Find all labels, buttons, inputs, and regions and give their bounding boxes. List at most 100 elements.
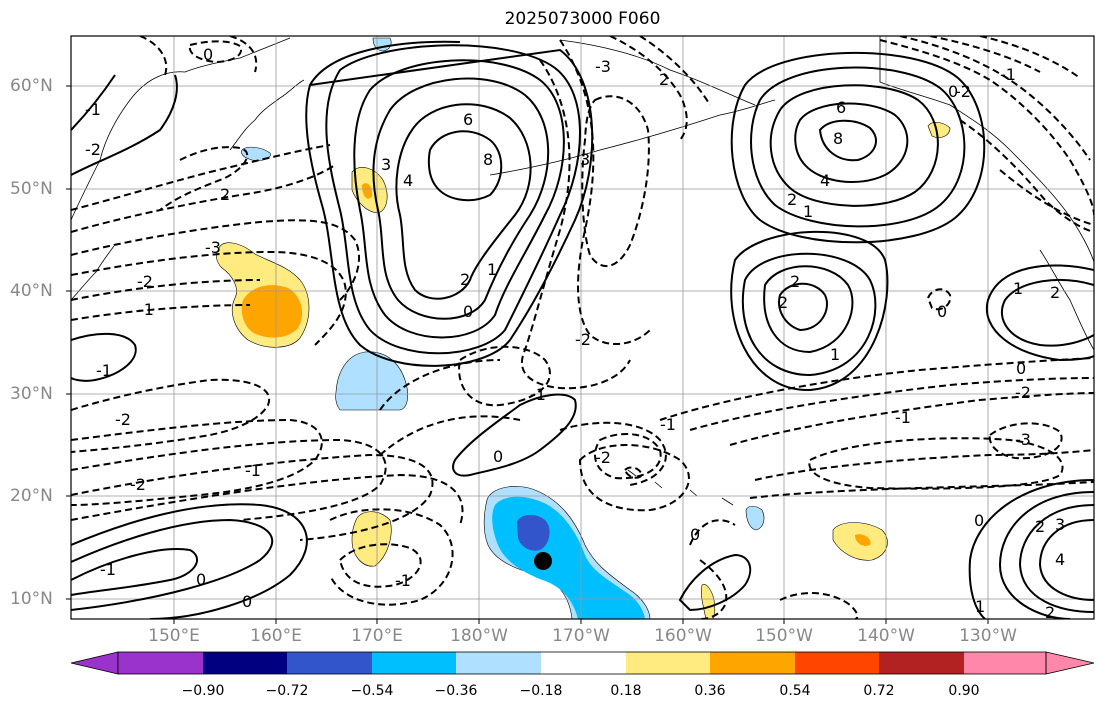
contour-low-east-5 [730, 51, 986, 244]
contour-neg-mid-1 [71, 378, 271, 453]
contour-label: 1 [487, 260, 497, 279]
contour-low-west-6 [305, 40, 594, 367]
map-title: 2025073000 F060 [504, 9, 661, 29]
contour-neg-180-b [379, 359, 521, 456]
contour-label: 0 [463, 302, 473, 321]
contour-label: 2 [790, 272, 800, 291]
contour-label: 3 [1055, 515, 1065, 534]
colorbar-segment [710, 652, 795, 674]
coastline-aleutians [489, 99, 776, 176]
contour-label: 0 [937, 302, 947, 321]
lat-label-40n: 40°N [10, 281, 53, 301]
colorbar-frame [117, 651, 1047, 675]
contour-neg-nw-2 [139, 36, 258, 76]
contour-neg-center-b [329, 508, 454, 606]
shade-dark-blue [517, 514, 550, 551]
contour-low-east-4 [750, 66, 966, 228]
contour-label: -1 [245, 461, 261, 480]
axis-ticks [66, 85, 989, 624]
contour-neg-long-3 [729, 392, 1094, 446]
contour-label: -1 [85, 100, 101, 119]
lon-label-170w: 170°W [552, 626, 610, 646]
contour-neg-180-a [458, 345, 551, 407]
colorbar-segment [456, 652, 541, 674]
coastline-na-west [1039, 249, 1094, 351]
lon-label-150e: 150°E [148, 626, 200, 646]
contour-neg-long-5 [749, 481, 1094, 499]
contour-label: -1 [660, 415, 676, 434]
contour-label: 4 [820, 171, 830, 190]
contour-low-east-3 [769, 84, 939, 207]
colorbar-segment [879, 652, 964, 674]
colorbar-tick-label: 0.72 [863, 683, 895, 699]
colorbar-segment [541, 652, 626, 674]
contour-label: 2 [1045, 603, 1055, 622]
contour-neg-east-low [988, 422, 1063, 460]
contour-neg-east-low-2 [808, 437, 1064, 490]
contour-right-low-3 [998, 491, 1094, 619]
shade-light-yellow [351, 511, 392, 567]
contour-neg-nw-1 [188, 40, 243, 64]
contour-sw-1 [71, 548, 198, 596]
contour-low-west-3 [372, 77, 550, 320]
shade-light-yellow [701, 584, 716, 619]
colorbar-segment [795, 652, 879, 674]
shade-orange [362, 183, 373, 199]
negative-contours [71, 36, 1094, 619]
contour-label: -2 [137, 272, 153, 291]
contour-label: -1 [96, 361, 112, 380]
lat-label-10n: 10°N [10, 589, 53, 609]
contour-label: 0 [242, 592, 252, 611]
contour-neg-long-4 [754, 449, 1094, 481]
contour-low-west-2 [395, 103, 532, 300]
lon-label-140w: 140°W [857, 626, 915, 646]
contour-neg-long-1 [659, 357, 1094, 421]
contour-label: 1 [975, 597, 985, 616]
lon-label-160w: 160°W [654, 626, 712, 646]
contour-label: 6 [463, 110, 473, 129]
contour-neg-e3 [623, 466, 644, 479]
lon-label-170e: 170°E [351, 626, 403, 646]
shade-light-blue [745, 505, 765, 531]
contour-label: -1 [530, 385, 546, 404]
colorbar-tick-label: −0.90 [181, 683, 225, 699]
contour-neg-long-2 [689, 377, 1094, 431]
map-frame [70, 35, 1095, 620]
contour-right-low-4 [968, 479, 1094, 619]
contour-label: 8 [483, 150, 493, 169]
colorbar-tick-label: 0.90 [948, 683, 980, 699]
shading-layer [216, 37, 951, 619]
coastline-kamchatka [229, 79, 305, 151]
contour-neg-east-2 [689, 519, 736, 546]
contour-neg-trough-3 [581, 95, 650, 268]
colorbar-tick-label: 0.36 [694, 683, 726, 699]
contour-label: -3 [1015, 430, 1031, 449]
contour-neg-west-5 [71, 250, 347, 346]
contour-east-mid-b [763, 265, 854, 354]
contour-label: -2 [575, 330, 591, 349]
colorbar-extend-high [1045, 651, 1095, 675]
contour-label: 1 [1013, 279, 1023, 298]
contour-label: -2 [115, 410, 131, 429]
contour-neg-center-a [338, 543, 422, 588]
contour-right-edge-1 [1000, 279, 1094, 347]
contour-neg-east-trough [559, 421, 667, 486]
coastline-hawaii [627, 469, 734, 506]
contour-labels: 0 2 6 8 3 4 2 1 0 3 2 6 8 4 2 1 2 2 1 0 … [85, 45, 1065, 622]
colorbar-tick-label: −0.54 [350, 683, 394, 699]
contour-label: 4 [403, 171, 413, 190]
shade-light-yellow [927, 122, 951, 138]
colorbar-segment [287, 652, 372, 674]
contour-label: -2 [955, 82, 971, 101]
contour-label: -2 [85, 140, 101, 159]
contour-label: 0 [196, 570, 206, 589]
lat-label-20n: 20°N [10, 486, 53, 506]
colorbar-extend-low [70, 651, 119, 675]
contour-label: 0 [203, 45, 213, 64]
contour-east-mid-d [730, 230, 889, 392]
contour-east-mid-a [778, 282, 828, 332]
contour-label: -3 [595, 57, 611, 76]
colorbar-segment [203, 652, 287, 674]
coastline-layer [71, 36, 1094, 506]
